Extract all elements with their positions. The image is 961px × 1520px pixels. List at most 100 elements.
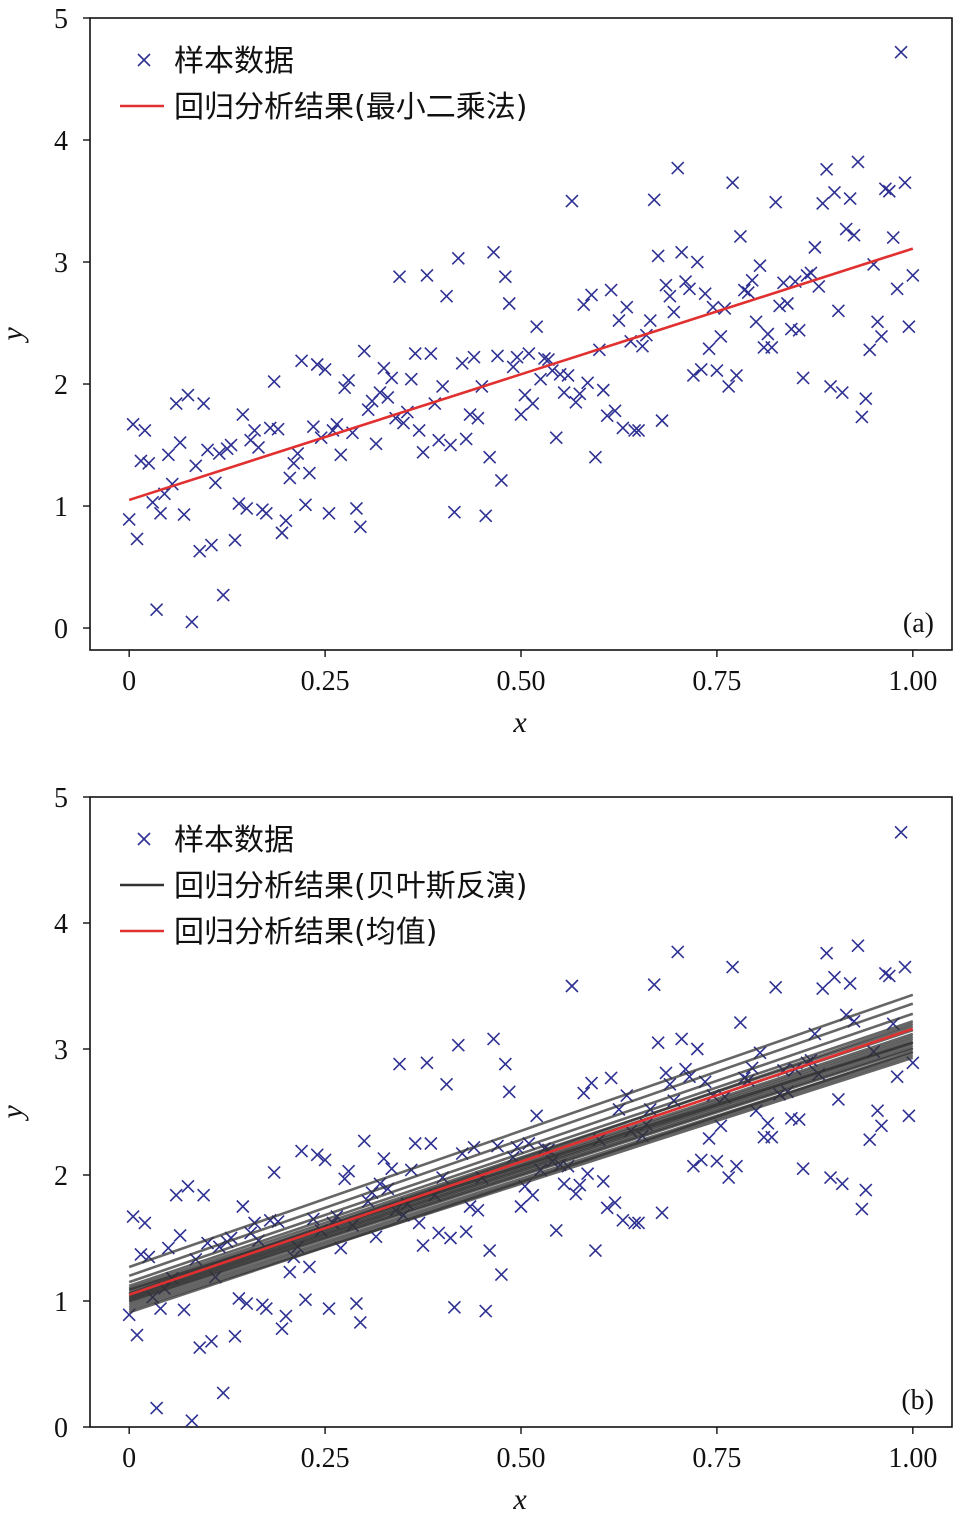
panel-label: (a) (903, 608, 934, 639)
sample-point (820, 162, 834, 176)
sample-point (232, 497, 246, 511)
panel-label: (b) (901, 1385, 934, 1416)
sample-point (240, 501, 254, 516)
sample-point (800, 268, 814, 283)
sample-point (827, 970, 842, 984)
sample-point (318, 1153, 332, 1167)
sample-point (291, 447, 305, 461)
sample-point (773, 299, 787, 313)
sample-point (287, 456, 301, 470)
sample-point (882, 969, 896, 983)
sample-point (823, 1170, 838, 1185)
x-tick-label: 0.50 (497, 1443, 546, 1474)
sample-point (855, 410, 869, 424)
sample-point (522, 346, 536, 361)
sample-point (671, 161, 685, 175)
sample-point (353, 1315, 367, 1329)
sample-point (863, 343, 877, 357)
sample-point (310, 357, 324, 372)
sample-point (185, 615, 199, 629)
sample-point (193, 544, 207, 558)
y-tick-label: 0 (54, 1413, 68, 1444)
sample-point (710, 1154, 724, 1168)
sample-point (733, 229, 747, 243)
posterior-line (128, 993, 914, 1269)
sample-point (526, 396, 540, 411)
sample-point (843, 192, 857, 206)
sample-point (471, 411, 485, 425)
sample-point (698, 287, 712, 301)
sample-point (212, 447, 226, 461)
sample-point (726, 960, 740, 974)
sample-point (330, 417, 344, 431)
sample-point (659, 1066, 673, 1080)
sample-point (839, 222, 853, 236)
sample-point (643, 314, 657, 328)
sample-point (733, 1015, 747, 1030)
sample-point (283, 471, 297, 485)
sample-point (671, 945, 685, 959)
sample-point (651, 249, 665, 263)
sample-point (334, 448, 348, 462)
sample-point (228, 1329, 242, 1343)
sample-point (894, 45, 908, 59)
x-tick-label: 0 (122, 1443, 136, 1474)
sample-point (373, 385, 387, 400)
sample-point (232, 1291, 246, 1306)
sample-point (690, 255, 704, 269)
sample-point (702, 1131, 716, 1146)
sample-point (510, 350, 524, 364)
sample-point (436, 379, 450, 394)
sample-point (863, 1133, 877, 1147)
sample-point (569, 395, 583, 409)
sample-point (812, 279, 826, 293)
sample-point (392, 270, 407, 284)
sample-point (122, 512, 136, 527)
sample-point (408, 1136, 422, 1151)
sample-point (514, 407, 528, 422)
sample-point (224, 438, 238, 452)
x-tick-label: 0.75 (692, 666, 741, 697)
sample-point (714, 329, 728, 344)
sample-point (729, 368, 744, 383)
sample-point (502, 296, 516, 311)
sample-point (581, 1167, 595, 1181)
sample-point (279, 1309, 293, 1323)
sample-point (620, 300, 634, 314)
sample-point (561, 368, 575, 383)
posterior-line (128, 1047, 914, 1304)
sample-point (494, 1267, 508, 1282)
sample-point (126, 1210, 140, 1224)
sample-point (655, 1206, 669, 1220)
sample-point (851, 939, 865, 953)
legend-label: 样本数据 (174, 44, 294, 79)
sample-point (604, 1071, 618, 1085)
sample-point (463, 407, 477, 422)
sample-point (126, 417, 140, 431)
sample-point (675, 245, 689, 259)
sample-point (631, 1216, 646, 1230)
sample-point (275, 526, 289, 540)
sample-point (675, 1032, 689, 1046)
legend-label: 样本数据 (174, 823, 294, 858)
legend-marker (137, 832, 151, 846)
sample-point (647, 193, 661, 207)
sample-point (686, 1159, 700, 1173)
sample-point (859, 1183, 873, 1197)
sample-point (870, 315, 885, 329)
sample-point (204, 538, 219, 552)
sample-point (130, 532, 144, 546)
sample-point (385, 1162, 399, 1176)
panel-b: 0 0.25 0.50 0.75 1.00 0 1 2 3 4 5 x y 样本数据回归分析结果(贝叶斯反… (0, 783, 953, 1516)
sample-point (878, 182, 892, 196)
sample-point (859, 392, 873, 406)
sample-point (596, 383, 610, 397)
sample-point (898, 176, 912, 190)
sample-point (357, 1134, 371, 1148)
sample-point (424, 1136, 438, 1151)
sample-point (134, 454, 148, 468)
x-axis-label: x (512, 706, 527, 739)
